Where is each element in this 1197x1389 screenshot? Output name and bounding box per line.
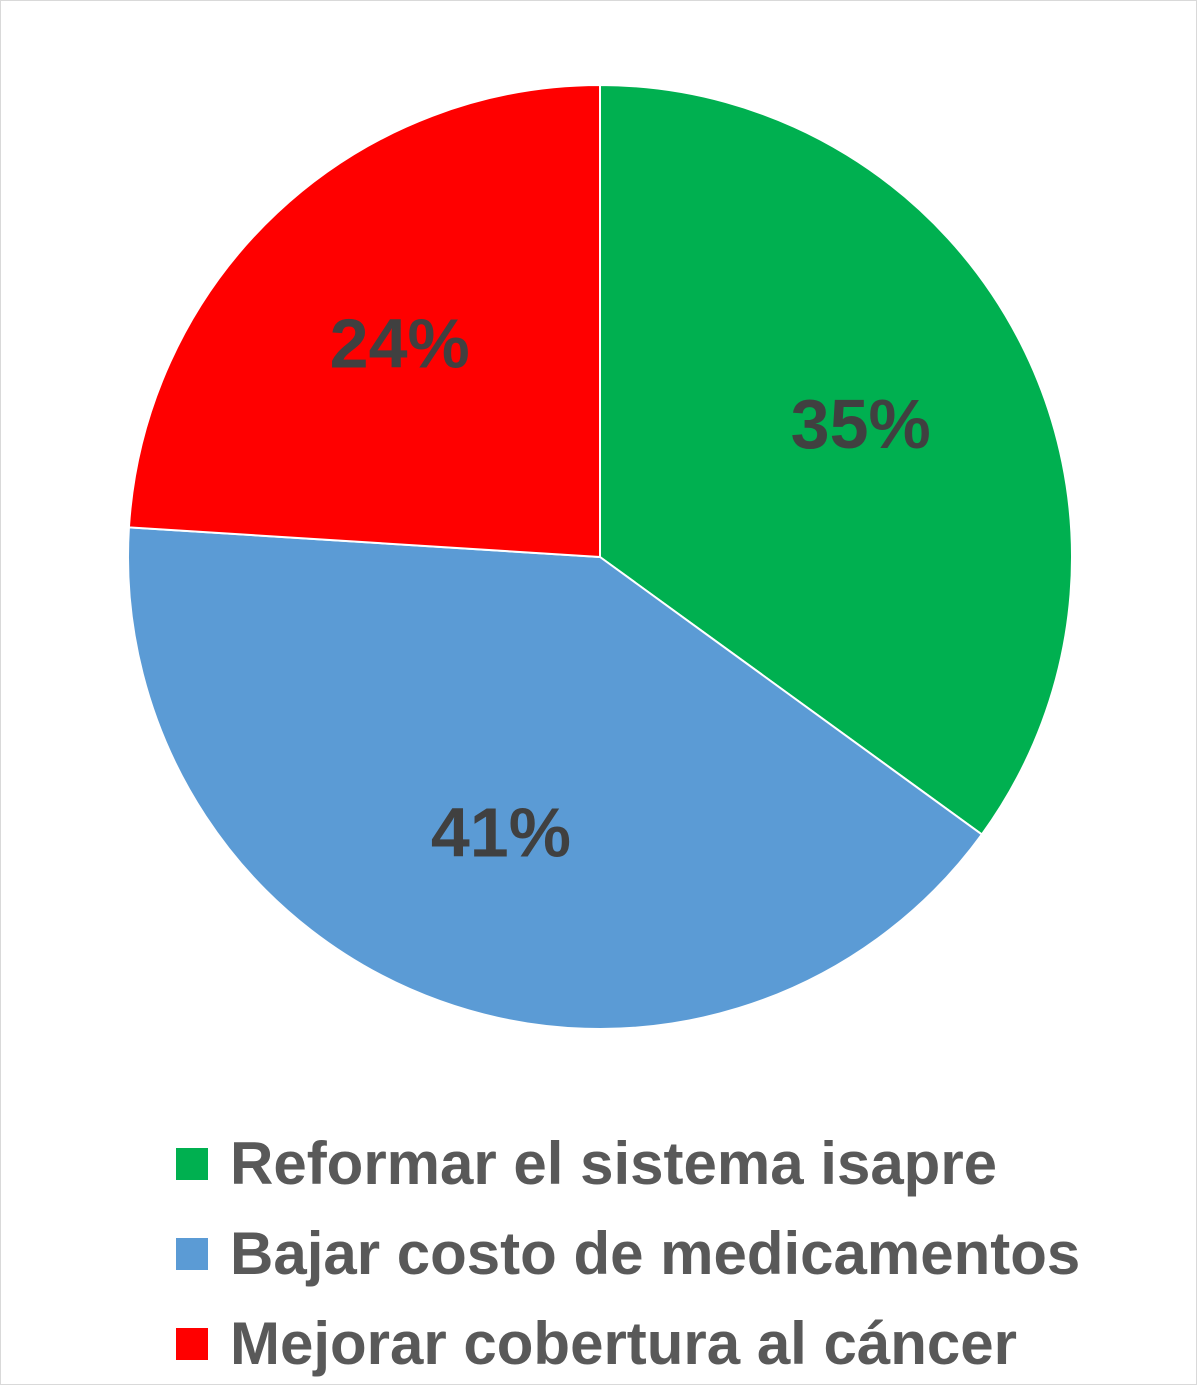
legend-label-1: Bajar costo de medicamentos <box>230 1220 1081 1287</box>
pie-slice-1 <box>127 526 984 1030</box>
pie-data-label-0: 35% <box>791 385 931 463</box>
pie-data-labels: 35% 41% 24% <box>330 305 931 872</box>
pie-data-label-1: 41% <box>431 793 571 871</box>
legend-swatch-1 <box>176 1238 208 1270</box>
legend-item-0: Reformar el sistema isapre <box>176 1119 1080 1209</box>
pie-data-label-2: 24% <box>330 305 470 383</box>
legend-label-2: Mejorar cobertura al cáncer <box>230 1310 1018 1377</box>
legend: Reformar el sistema isapre Bajar costo d… <box>176 1119 1080 1389</box>
legend-swatch-0 <box>176 1148 208 1180</box>
legend-item-2: Mejorar cobertura al cáncer <box>176 1299 1080 1389</box>
legend-swatch-2 <box>176 1328 208 1360</box>
legend-label-0: Reformar el sistema isapre <box>230 1130 998 1197</box>
pie-slice-2 <box>127 83 601 559</box>
pie-slice-0 <box>599 83 1073 836</box>
legend-item-1: Bajar costo de medicamentos <box>176 1209 1080 1299</box>
pie-slices <box>127 83 1073 1030</box>
pie-chart: 35% 41% 24% <box>127 83 1073 1030</box>
